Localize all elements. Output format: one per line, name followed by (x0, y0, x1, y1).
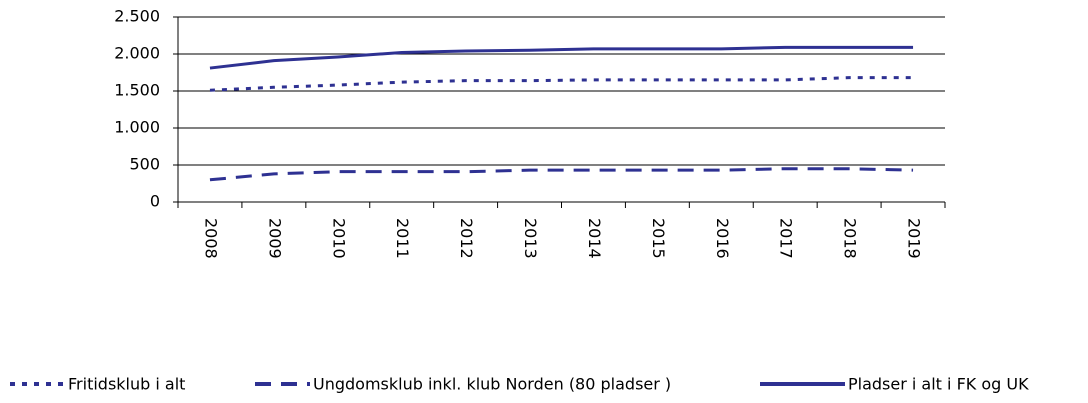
x-tick-label: 2011 (393, 218, 412, 259)
x-tick-label: 2019 (905, 218, 924, 259)
y-tick-label: 500 (129, 155, 160, 174)
x-tick-label: 2009 (265, 218, 284, 259)
x-tick-label: 2016 (713, 218, 732, 259)
y-tick-label: 0 (150, 192, 160, 211)
y-tick-label: 1.000 (114, 118, 160, 137)
y-tick-label: 1.500 (114, 81, 160, 100)
legend-label: Ungdomsklub inkl. klub Norden (80 pladse… (313, 375, 671, 394)
x-tick-label: 2015 (649, 218, 668, 259)
x-tick-label: 2010 (329, 218, 348, 259)
x-tick-label: 2012 (457, 218, 476, 259)
series-line (209, 45, 914, 70)
x-tick-label: 2014 (585, 218, 604, 259)
series-line (209, 167, 914, 182)
y-tick-label: 2.000 (114, 44, 160, 63)
x-tick-label: 2013 (521, 218, 540, 259)
x-tick-label: 2017 (777, 218, 796, 259)
x-tick-label: 2008 (201, 218, 220, 259)
legend-label: Fritidsklub i alt (68, 375, 185, 394)
y-tick-label: 2.500 (114, 7, 160, 26)
series-line (209, 76, 914, 92)
x-tick-label: 2018 (841, 218, 860, 259)
legend-label: Pladser i alt i FK og UK (848, 375, 1029, 394)
